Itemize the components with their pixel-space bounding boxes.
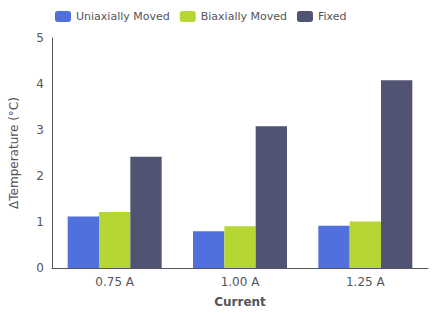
svg-text:5: 5: [36, 31, 44, 45]
svg-text:ΔTemperature (°C): ΔTemperature (°C): [7, 97, 21, 209]
svg-text:1.25 A: 1.25 A: [346, 275, 386, 289]
svg-text:Uniaxially Moved: Uniaxially Moved: [76, 10, 170, 23]
svg-text:2: 2: [36, 169, 44, 183]
svg-text:0.75 A: 0.75 A: [95, 275, 135, 289]
svg-text:4: 4: [36, 77, 44, 91]
svg-text:Fixed: Fixed: [318, 10, 347, 23]
svg-text:0: 0: [36, 261, 44, 275]
svg-text:Biaxially Moved: Biaxially Moved: [201, 10, 287, 23]
svg-text:1: 1: [36, 215, 44, 229]
svg-text:3: 3: [36, 123, 44, 137]
svg-text:1.00 A: 1.00 A: [221, 275, 261, 289]
svg-text:Current: Current: [214, 295, 266, 309]
